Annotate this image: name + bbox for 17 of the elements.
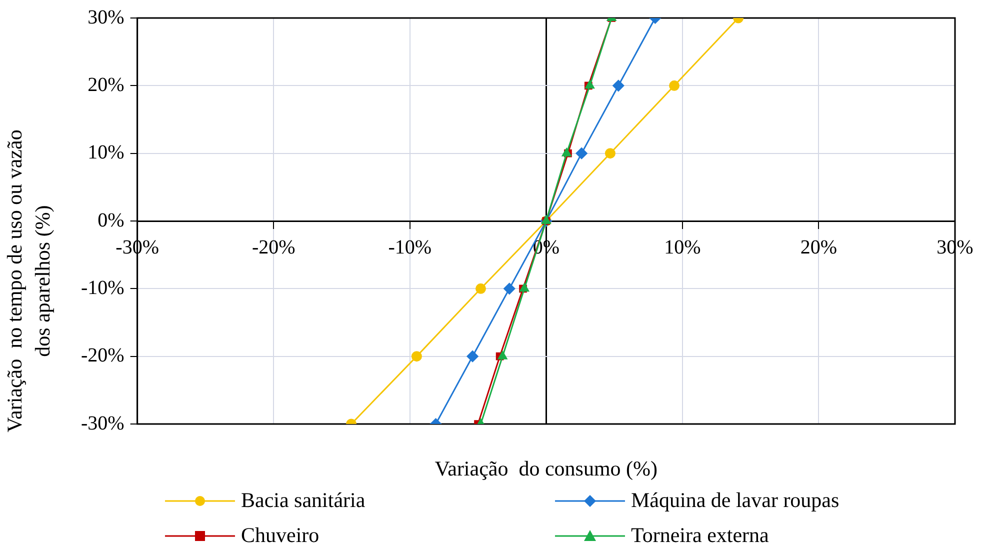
x-tick-label: -10% [388, 236, 432, 258]
y-tick-label: 30% [88, 6, 124, 28]
x-tick-label: 10% [664, 236, 701, 258]
legend-label: Bacia sanitária [241, 488, 366, 513]
legend-label: Torneira externa [631, 523, 769, 548]
y-tick-label: -10% [80, 276, 124, 299]
y-tick-label: 10% [88, 142, 124, 164]
y-tick-label: 20% [88, 74, 124, 96]
y-axis-title: Variação no tempo de uso ou vazão dos aparelhos (%) [2, 130, 55, 432]
legend-label: Chuveiro [241, 523, 320, 548]
y-tick-label: -30% [80, 412, 124, 434]
x-tick-label: -20% [252, 236, 296, 258]
legend-label: Máquina de lavar roupas [631, 488, 840, 513]
x-axis-title: Variação do consumo (%) [434, 456, 658, 481]
y-tick-label: -20% [80, 344, 124, 367]
x-tick-label: 20% [800, 236, 838, 258]
y-tick-label: 0% [98, 209, 124, 232]
